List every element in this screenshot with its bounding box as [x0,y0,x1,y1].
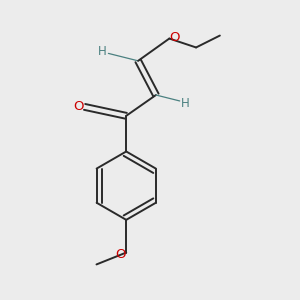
Text: O: O [169,31,180,44]
Text: O: O [116,248,126,260]
Text: H: H [98,45,106,58]
Text: H: H [181,98,189,110]
Text: O: O [73,100,83,113]
